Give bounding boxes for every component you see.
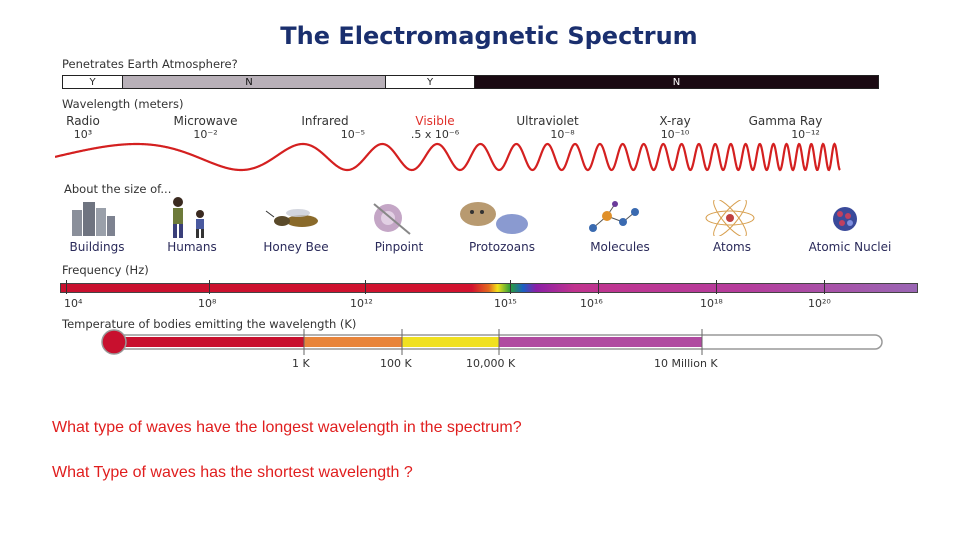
band-microwave: Microwave 10⁻² — [158, 114, 253, 141]
band-value: 10⁻⁸ — [550, 128, 575, 141]
atomic-nuclei-icon — [833, 207, 857, 231]
size-item: Molecules — [590, 240, 650, 254]
frequency-tick — [824, 280, 825, 294]
protozoans-icon — [460, 202, 528, 234]
band-value: .5 x 10⁻⁶ — [410, 128, 460, 141]
band-value: 10⁻¹⁰ — [660, 128, 690, 141]
frequency-tick-label: 10⁴ — [64, 297, 83, 310]
frequency-tick — [66, 280, 67, 294]
band-visible: Visible .5 x 10⁻⁶ — [400, 114, 470, 141]
frequency-bar — [60, 283, 918, 293]
atmosphere-segment-no: N — [475, 76, 878, 88]
band-gamma: Gamma Ray 10⁻¹² — [728, 114, 843, 141]
wave-illustration — [55, 142, 841, 172]
band-infrared: Infrared 10⁻⁵ — [285, 114, 365, 141]
band-xray: X-ray 10⁻¹⁰ — [640, 114, 710, 141]
honey-bee-icon — [265, 209, 318, 227]
band-radio: Radio 10³ — [58, 114, 108, 141]
frequency-tick-label: 10¹² — [350, 297, 373, 310]
frequency-tick — [209, 280, 210, 294]
band-value: 10⁻¹² — [791, 128, 820, 141]
size-label: About the size of... — [64, 182, 172, 196]
temperature-tick-label: 100 K — [380, 357, 412, 370]
frequency-tick-label: 10¹⁵ — [494, 297, 517, 310]
frequency-tick — [716, 280, 717, 294]
atmosphere-label: Penetrates Earth Atmosphere? — [62, 57, 238, 71]
band-name: Microwave — [173, 114, 238, 128]
frequency-tick-label: 10⁸ — [198, 297, 217, 310]
band-value: 10³ — [73, 128, 93, 141]
band-name: Gamma Ray — [748, 114, 823, 128]
size-item: Humans — [167, 240, 217, 254]
size-item: Pinpoint — [374, 240, 424, 254]
humans-icon — [173, 197, 204, 238]
atmosphere-bar: Y N Y N — [62, 75, 879, 89]
size-item: Protozoans — [469, 240, 535, 254]
band-value: 10⁻² — [193, 128, 218, 141]
atmosphere-segment-yes: Y — [385, 76, 475, 88]
page-title: The Electromagnetic Spectrum — [280, 22, 698, 50]
wavelength-label: Wavelength (meters) — [62, 97, 184, 111]
frequency-tick — [598, 280, 599, 294]
size-item: Honey Bee — [263, 240, 329, 254]
pinpoint-icon — [373, 203, 411, 235]
size-item: Buildings — [69, 240, 125, 254]
frequency-label: Frequency (Hz) — [62, 263, 149, 277]
temperature-label: Temperature of bodies emitting the wavel… — [62, 317, 357, 331]
size-item: Atomic Nuclei — [808, 240, 892, 254]
molecules-icon — [589, 201, 639, 232]
atmosphere-segment-no: N — [157, 76, 341, 88]
band-name: Radio — [66, 114, 100, 128]
temperature-tick-label: 1 K — [292, 357, 310, 370]
band-ultraviolet: Ultraviolet 10⁻⁸ — [500, 114, 595, 141]
wave-line — [55, 142, 841, 172]
temperature-tick-label: 10 Million K — [654, 357, 718, 370]
band-name: X-ray — [659, 114, 691, 128]
band-name: Ultraviolet — [516, 114, 579, 128]
band-value: 10⁻⁵ — [340, 128, 365, 141]
band-name: Visible — [415, 114, 455, 128]
frequency-tick — [510, 280, 511, 294]
frequency-tick-label: 10²⁰ — [808, 297, 831, 310]
atmosphere-segment-partial — [123, 76, 157, 88]
question-longest: What type of waves have the longest wave… — [52, 419, 522, 436]
size-item: Atoms — [713, 240, 751, 254]
frequency-tick — [365, 280, 366, 294]
thermometer — [101, 329, 883, 355]
frequency-tick-label: 10¹⁸ — [700, 297, 723, 310]
atmosphere-segment-partial — [341, 76, 385, 88]
frequency-tick-label: 10¹⁶ — [580, 297, 603, 310]
atoms-icon — [705, 200, 755, 236]
atmosphere-segment-yes: Y — [63, 76, 123, 88]
question-shortest: What Type of waves has the shortest wave… — [52, 464, 413, 481]
temperature-tick-label: 10,000 K — [466, 357, 516, 370]
buildings-icon — [72, 202, 115, 236]
band-name: Infrared — [301, 114, 349, 128]
